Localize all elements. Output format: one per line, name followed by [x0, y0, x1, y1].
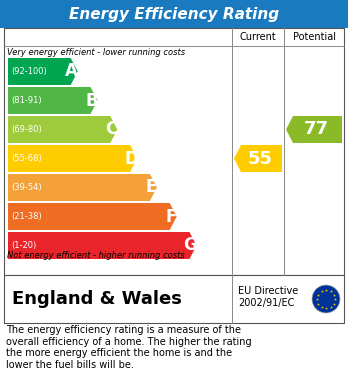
- Text: G: G: [184, 237, 197, 255]
- Text: (81-91): (81-91): [11, 96, 42, 105]
- Text: D: D: [124, 149, 138, 167]
- Text: The energy efficiency rating is a measure of the
overall efficiency of a home. T: The energy efficiency rating is a measur…: [6, 325, 252, 370]
- Text: (39-54): (39-54): [11, 183, 42, 192]
- Polygon shape: [8, 232, 197, 259]
- Polygon shape: [8, 203, 177, 230]
- Text: Current: Current: [240, 32, 276, 42]
- Polygon shape: [286, 116, 342, 143]
- Circle shape: [312, 285, 340, 313]
- Polygon shape: [8, 145, 137, 172]
- Bar: [4, 28, 344, 275]
- Text: C: C: [105, 120, 117, 138]
- Text: F: F: [165, 208, 176, 226]
- Text: (69-80): (69-80): [11, 125, 42, 134]
- Text: (92-100): (92-100): [11, 67, 47, 76]
- Polygon shape: [8, 174, 157, 201]
- Text: Not energy efficient - higher running costs: Not energy efficient - higher running co…: [7, 251, 185, 260]
- Text: 55: 55: [247, 149, 272, 167]
- Text: Energy Efficiency Rating: Energy Efficiency Rating: [69, 7, 279, 22]
- Text: (21-38): (21-38): [11, 212, 42, 221]
- Text: (55-68): (55-68): [11, 154, 42, 163]
- Bar: [4, 275, 344, 323]
- Text: E: E: [145, 179, 157, 197]
- Text: EU Directive
2002/91/EC: EU Directive 2002/91/EC: [238, 286, 298, 308]
- Text: Very energy efficient - lower running costs: Very energy efficient - lower running co…: [7, 48, 185, 57]
- Bar: [0, 0, 348, 28]
- Polygon shape: [8, 87, 97, 114]
- Text: A: A: [65, 63, 78, 81]
- Text: B: B: [85, 91, 98, 109]
- Polygon shape: [234, 145, 282, 172]
- Text: 77: 77: [303, 120, 329, 138]
- Polygon shape: [8, 116, 117, 143]
- Text: (1-20): (1-20): [11, 241, 36, 250]
- Text: England & Wales: England & Wales: [12, 290, 182, 308]
- Polygon shape: [8, 58, 78, 85]
- Text: Potential: Potential: [293, 32, 335, 42]
